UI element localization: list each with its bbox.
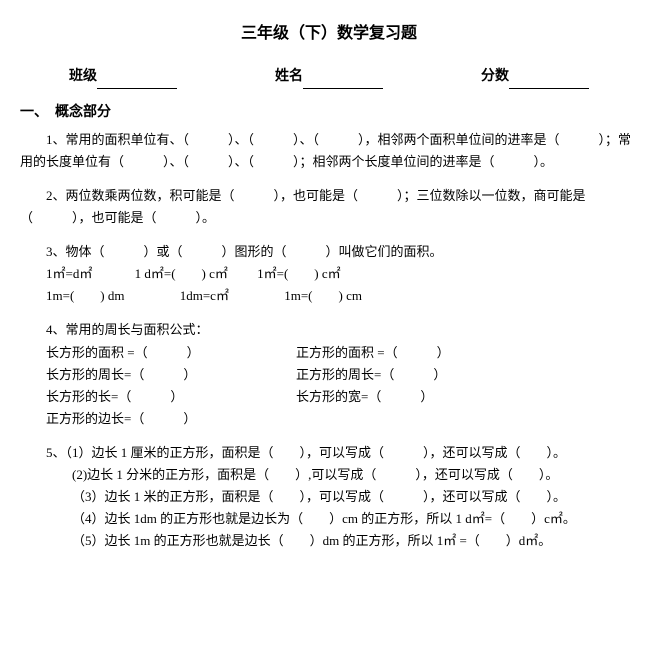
question-2: 2、两位数乘两位数，积可能是（ ），也可能是（ ）；三位数除以一位数，商可能是（…: [20, 185, 638, 229]
question-5-1: 5、（1）边长 1 厘米的正方形，面积是（ ），可以写成（ ），还可以写成（ ）…: [20, 442, 638, 464]
class-label: 班级: [69, 65, 97, 89]
score-field: 分数: [481, 65, 589, 89]
q4-r3b: 长方形的宽=（ ）: [296, 386, 433, 408]
name-field: 姓名: [275, 65, 383, 89]
question-4-head: 4、常用的周长与面积公式：: [20, 319, 638, 341]
score-underline: [509, 75, 589, 89]
question-5-2: (2)边长 1 分米的正方形，面积是（ ）,可以写成（ ），还可以写成（ ）。: [20, 464, 638, 486]
score-label: 分数: [481, 65, 509, 89]
question-5-3: （3）边长 1 米的正方形，面积是（ ），可以写成（ ），还可以写成（ ）。: [20, 486, 638, 508]
q4-r3a: 长方形的长=（ ）: [46, 386, 296, 408]
q3-conv-1b: 1 d㎡=( ) c㎡: [135, 266, 228, 281]
info-row: 班级 姓名 分数: [20, 65, 638, 89]
q3-conv-2a: 1m=( ) dm: [46, 288, 124, 303]
q3-conv-1c: 1㎡=( ) c㎡: [257, 266, 341, 281]
q3-conv-1a: 1㎡=d㎡: [46, 266, 92, 281]
class-underline: [97, 75, 177, 89]
question-5-4: （4）边长 1dm 的正方形也就是边长为（ ）cm 的正方形，所以 1 d㎡=（…: [20, 508, 638, 530]
name-underline: [303, 75, 383, 89]
class-field: 班级: [69, 65, 177, 89]
q4-r1a: 长方形的面积 =（ ）: [46, 342, 296, 364]
question-1: 1、常用的面积单位有、（ ）、（ ）、（ ），相邻两个面积单位间的进率是（ ）；…: [20, 129, 638, 173]
q4-r2b: 正方形的周长=（ ）: [296, 364, 446, 386]
question-3: 3、物体（ ）或（ ）图形的（ ）叫做它们的面积。: [20, 241, 638, 263]
page-title: 三年级（下）数学复习题: [20, 20, 638, 47]
name-label: 姓名: [275, 65, 303, 89]
q3-conv-row1: 1㎡=d㎡ 1 d㎡=( ) c㎡ 1㎡=( ) c㎡: [20, 263, 638, 285]
q4-r1b: 正方形的面积 =（ ）: [296, 342, 450, 364]
question-5-5: （5）边长 1m 的正方形也就是边长（ ）dm 的正方形，所以 1㎡ =（ ）d…: [20, 530, 638, 552]
q4-r4a: 正方形的边长=（ ）: [46, 408, 296, 430]
q3-conv-row2: 1m=( ) dm 1dm=c㎡ 1m=( ) cm: [20, 285, 638, 307]
q4-r2a: 长方形的周长=（ ）: [46, 364, 296, 386]
q3-conv-2c: 1m=( ) cm: [284, 288, 362, 303]
section-heading: 一、 概念部分: [20, 101, 638, 125]
q3-conv-2b: 1dm=c㎡: [180, 288, 229, 303]
